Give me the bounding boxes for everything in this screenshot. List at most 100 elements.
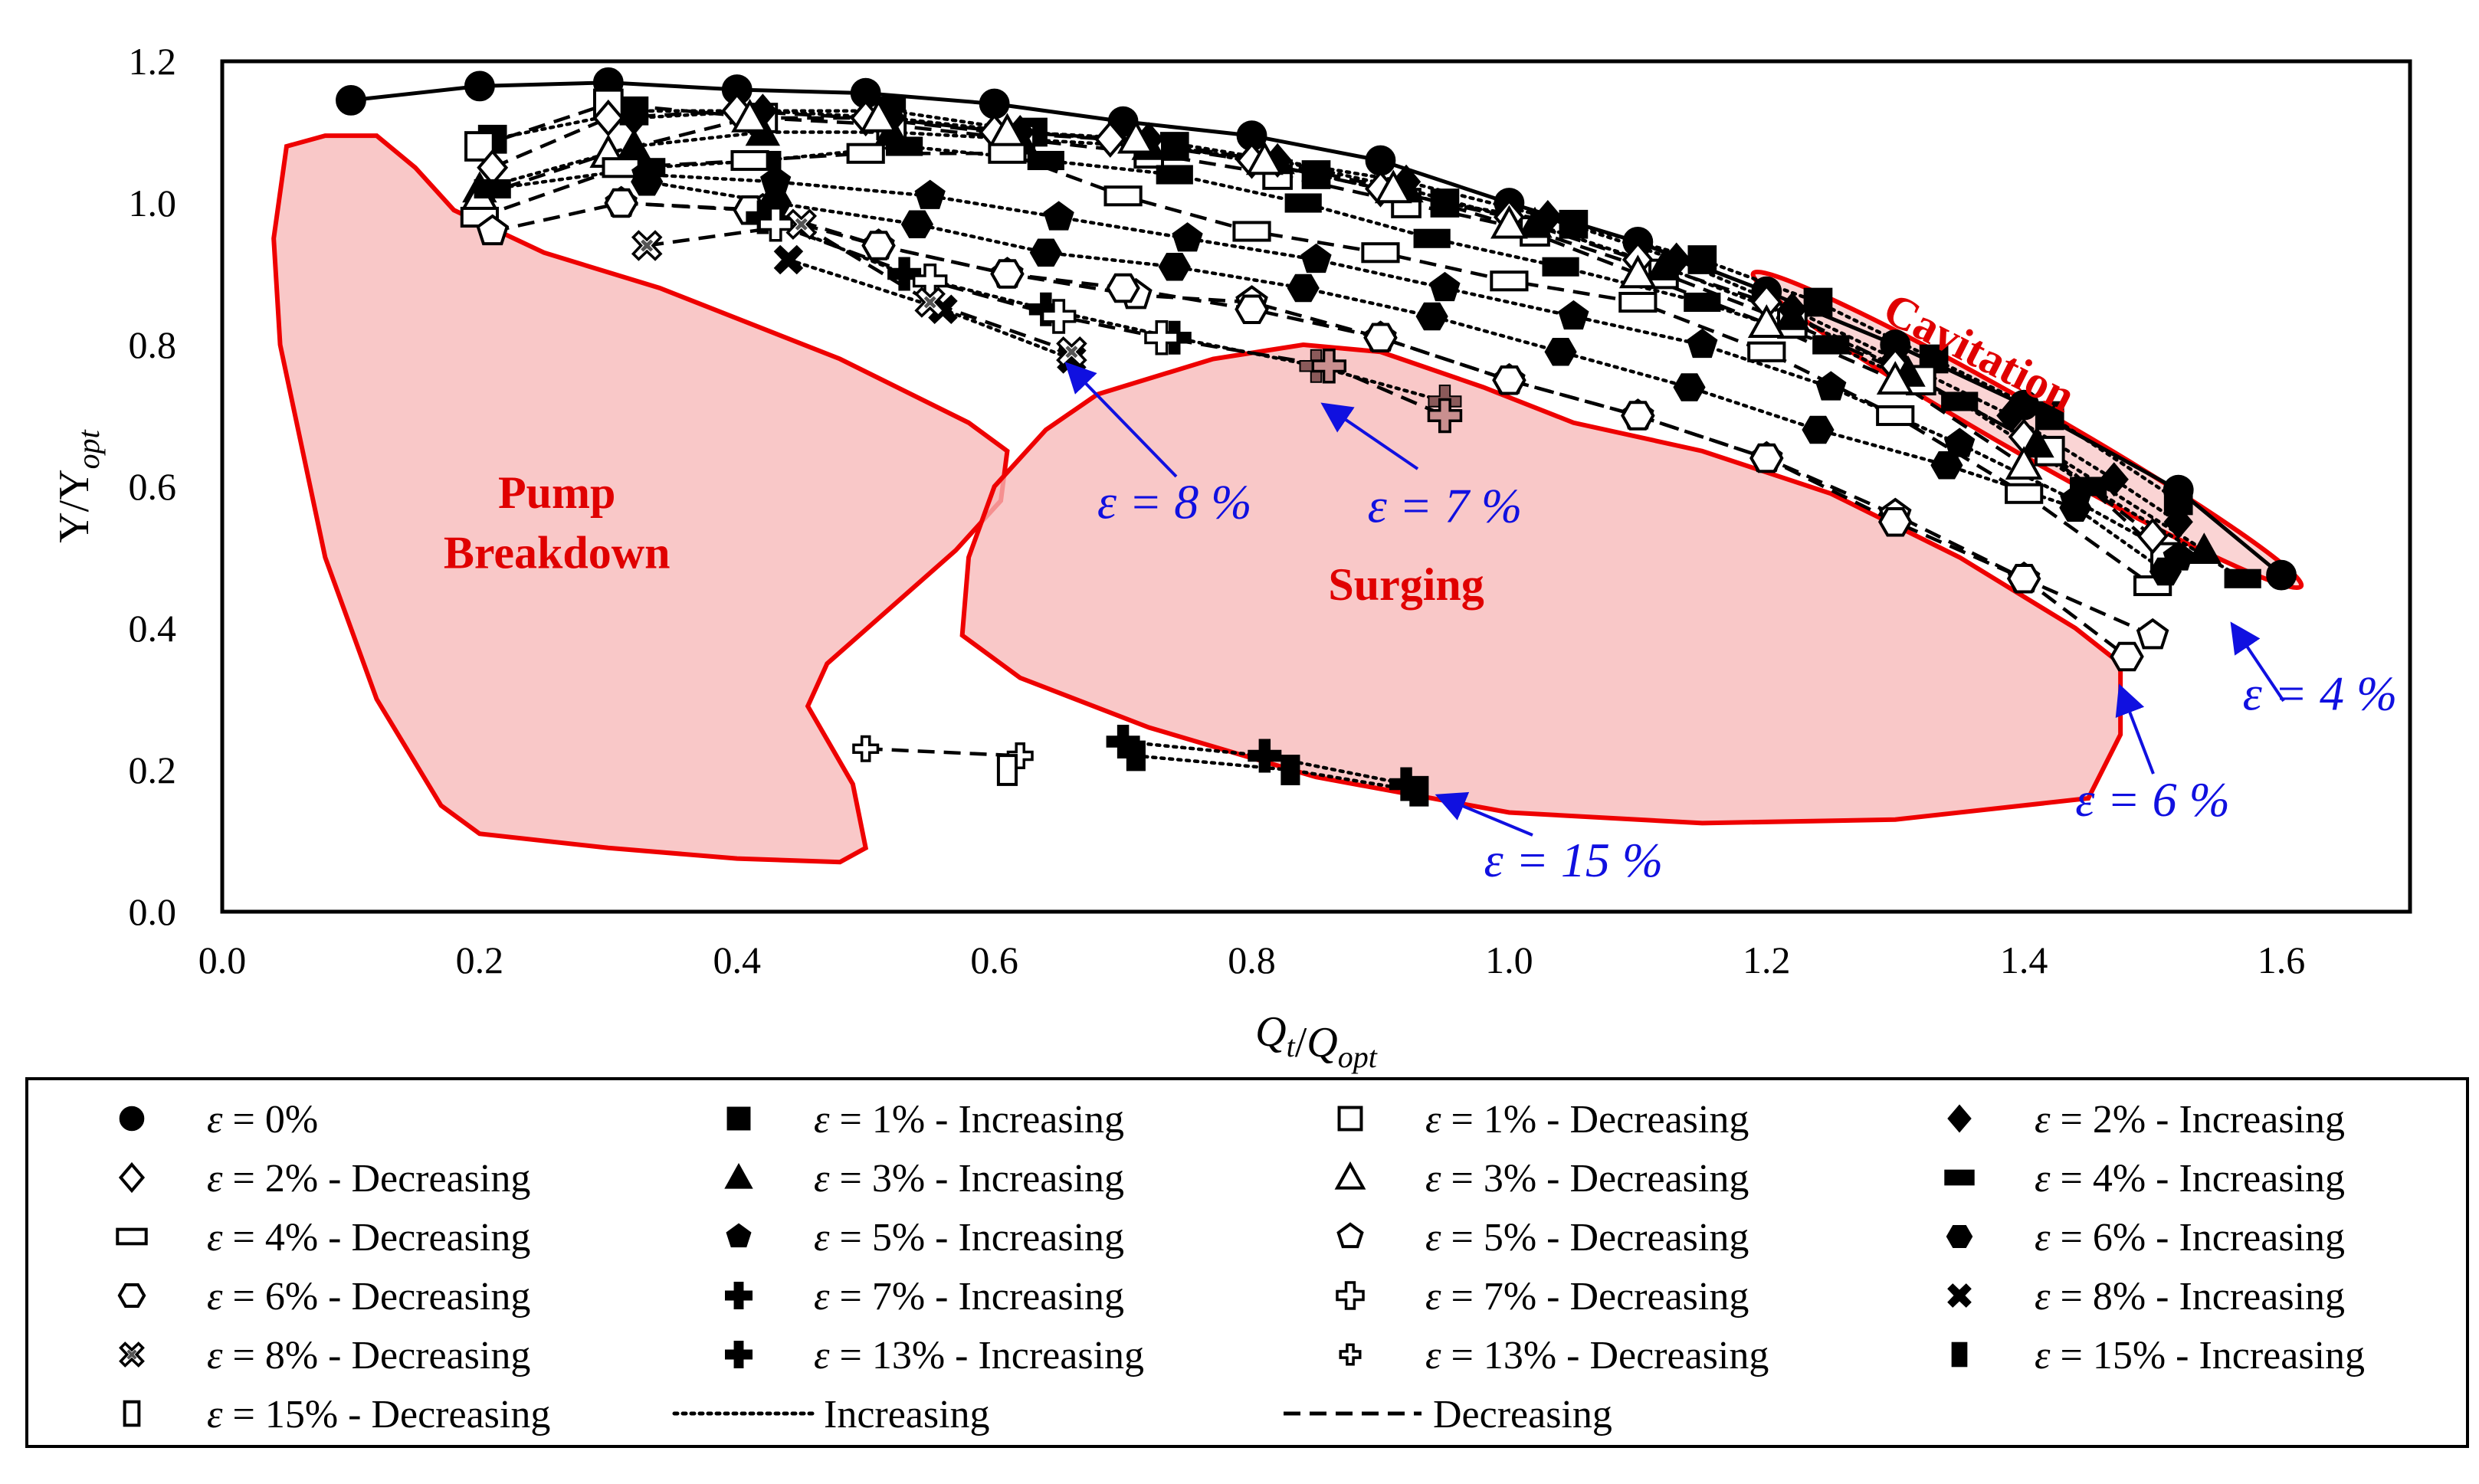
- legend-marker-eps-5pct-increasing: [726, 1223, 752, 1248]
- data-point-eps-6pct-decreasing-12: [2110, 641, 2144, 672]
- legend-label-eps-7pct-increasing: ε = 7% - Increasing: [814, 1275, 1124, 1319]
- data-point-eps-3pct-decreasing-6: [1245, 141, 1284, 175]
- data-point-eps-1pct-increasing-9: [1803, 287, 1833, 317]
- y-tick-label-4: 0.8: [129, 323, 177, 366]
- data-point-eps-5pct-decreasing-13: [2136, 618, 2169, 650]
- legend-entry-increasing: Increasing: [672, 1393, 990, 1436]
- data-point-eps-2pct-increasing-11: [1996, 398, 2026, 434]
- data-point-eps-4pct-decreasing-11: [1876, 405, 1915, 427]
- data-point-eps-4pct-decreasing-5: [1103, 185, 1143, 207]
- data-point-eps-7pct-increasing-2: [1028, 292, 1063, 326]
- legend-label-eps-15pct-increasing: ε = 15% - Increasing: [2035, 1334, 2365, 1378]
- data-point-eps-13pct-decreasing-1: [1006, 742, 1034, 769]
- x-tick-label-6: 1.2: [1743, 939, 1791, 981]
- legend-label-eps-1pct-increasing: ε = 1% - Increasing: [814, 1098, 1124, 1142]
- data-point-eps-7pct-increasing-1: [887, 257, 922, 291]
- data-point-eps-4pct-decreasing-8: [1490, 270, 1529, 292]
- data-point-eps-3pct-decreasing-5: [1117, 120, 1155, 154]
- data-point-eps-5pct-decreasing-0: [476, 214, 510, 246]
- data-point-eps-6pct-decreasing-3: [990, 259, 1025, 289]
- legend-marker-eps-4pct-increasing: [1944, 1169, 1975, 1186]
- data-point-eps-1pct-increasing-6: [1430, 188, 1460, 218]
- data-point-eps-4pct-increasing-4: [1027, 150, 1064, 171]
- legend-label-eps-1pct-decreasing: ε = 1% - Decreasing: [1425, 1098, 1749, 1142]
- legend-label-eps-6pct-decreasing: ε = 6% - Decreasing: [207, 1275, 530, 1319]
- legend-label-eps-6pct-increasing: ε = 6% - Increasing: [2035, 1216, 2345, 1260]
- data-point-eps-1pct-increasing-4: [1159, 132, 1189, 161]
- y-tick-label-0: 0.0: [129, 890, 177, 933]
- data-point-eps-4pct-increasing-5: [1156, 165, 1193, 185]
- data-point-eps-6pct-increasing-0: [631, 167, 664, 196]
- legend-label-eps-4pct-increasing: ε = 4% - Increasing: [2035, 1157, 2345, 1201]
- data-point-eps-15pct-increasing-2: [1409, 775, 1429, 807]
- annotation-arrow-1: [1320, 402, 1419, 470]
- region-label-0: Pump: [498, 467, 615, 518]
- legend-entry-eps-3pct-decreasing: ε = 3% - Decreasing: [1334, 1157, 1749, 1201]
- y-tick-label-3: 0.6: [129, 465, 177, 508]
- data-point-eps-1pct-increasing-7: [1559, 209, 1589, 239]
- legend-label-eps-7pct-decreasing: ε = 7% - Decreasing: [1425, 1275, 1749, 1319]
- annotation-arrow-3: [2115, 683, 2155, 775]
- data-point-eps-3pct-decreasing-8: [1490, 205, 1528, 239]
- legend-entry-eps-7pct-decreasing: ε = 7% - Decreasing: [1336, 1275, 1749, 1319]
- data-point-eps-8pct-decreasing-0: [631, 230, 663, 261]
- data-point-eps-6pct-increasing-4: [1158, 252, 1191, 281]
- data-point-eps-4pct-decreasing-4: [988, 143, 1027, 164]
- data-point-eps-4pct-increasing-10: [1812, 335, 1850, 355]
- data-point-eps-15pct-increasing-0: [1126, 740, 1146, 771]
- data-point-eps-4pct-increasing-7: [1413, 228, 1451, 248]
- legend-label-eps-5pct-decreasing: ε = 5% - Decreasing: [1425, 1216, 1749, 1260]
- legend-entry-eps-8pct-decreasing: ε = 8% - Decreasing: [119, 1334, 530, 1378]
- legend-marker-eps-5pct-decreasing: [1336, 1222, 1364, 1249]
- data-point-eps-1pct-decreasing-0: [464, 131, 495, 162]
- legend-marker-eps-0pct: [119, 1106, 145, 1132]
- legend-marker-eps-2pct-decreasing: [118, 1161, 146, 1194]
- y-tick-label-2: 0.4: [129, 607, 177, 650]
- data-point-eps-6pct-increasing-11: [2059, 493, 2092, 523]
- data-point-eps-6pct-decreasing-9: [1749, 443, 1784, 473]
- data-point-eps-2pct-decreasing-5: [1094, 120, 1126, 158]
- legend-entry-eps-4pct-decreasing: ε = 4% - Decreasing: [116, 1216, 530, 1260]
- legend-entry-eps-1pct-decreasing: ε = 1% - Decreasing: [1337, 1098, 1749, 1142]
- eps-annotation-3: ε = 6 %: [2075, 772, 2230, 827]
- data-point-eps-4pct-increasing-3: [885, 136, 923, 156]
- legend-marker-eps-15pct-increasing: [1951, 1341, 1968, 1368]
- data-point-eps-0pct-1: [464, 70, 495, 102]
- legend-label-eps-3pct-increasing: ε = 3% - Increasing: [814, 1157, 1124, 1201]
- legend-marker-eps-1pct-decreasing: [1337, 1106, 1363, 1132]
- data-point-eps-13pct-increasing-1: [1248, 739, 1282, 773]
- data-point-eps-6pct-decreasing-7: [1492, 365, 1526, 395]
- legend-marker-eps-4pct-decreasing: [116, 1227, 148, 1246]
- legend-label-decreasing: Decreasing: [1433, 1393, 1612, 1436]
- legend-box: [25, 1077, 2469, 1448]
- legend-label-eps-5pct-increasing: ε = 5% - Increasing: [814, 1216, 1124, 1260]
- eps-annotation-1: ε = 7 %: [1368, 478, 1523, 532]
- data-point-eps-8pct-increasing-0: [773, 244, 804, 275]
- data-point-eps-4pct-decreasing-3: [846, 143, 885, 164]
- legend-marker-eps-6pct-increasing: [1946, 1225, 1973, 1248]
- x-tick-label-1: 0.2: [456, 939, 504, 981]
- data-point-eps-3pct-increasing-9: [1646, 249, 1681, 281]
- data-point-eps-3pct-decreasing-9: [1618, 254, 1657, 289]
- data-point-eps-3pct-decreasing-10: [1747, 304, 1785, 339]
- data-point-eps-3pct-increasing-12: [2019, 426, 2054, 458]
- x-tick-label-5: 1.0: [1485, 939, 1533, 981]
- data-point-eps-7pct-decreasing-2: [1041, 299, 1077, 334]
- legend-marker-eps-7pct-increasing: [725, 1282, 753, 1309]
- data-point-eps-5pct-increasing-10: [1944, 428, 1976, 457]
- legend-entry-eps-13pct-increasing: ε = 13% - Increasing: [725, 1334, 1144, 1378]
- data-point-eps-3pct-increasing-13: [2186, 532, 2222, 565]
- data-point-eps-4pct-decreasing-7: [1361, 242, 1400, 264]
- data-point-eps-4pct-increasing-0: [474, 179, 511, 199]
- data-point-eps-4pct-decreasing-2: [730, 149, 769, 172]
- y-tick-label-5: 1.0: [129, 182, 177, 224]
- legend-label-eps-2pct-increasing: ε = 2% - Increasing: [2035, 1098, 2345, 1142]
- data-point-eps-7pct-decreasing-4: [1311, 349, 1347, 384]
- legend-entry-eps-7pct-increasing: ε = 7% - Increasing: [725, 1275, 1124, 1319]
- data-point-eps-0pct-0: [336, 84, 366, 116]
- legend-entry-eps-6pct-decreasing: ε = 6% - Decreasing: [117, 1275, 530, 1319]
- data-point-eps-5pct-increasing-8: [1687, 328, 1718, 359]
- data-point-eps-4pct-decreasing-6: [1232, 221, 1271, 242]
- data-point-eps-7pct-increasing-0: [746, 200, 780, 234]
